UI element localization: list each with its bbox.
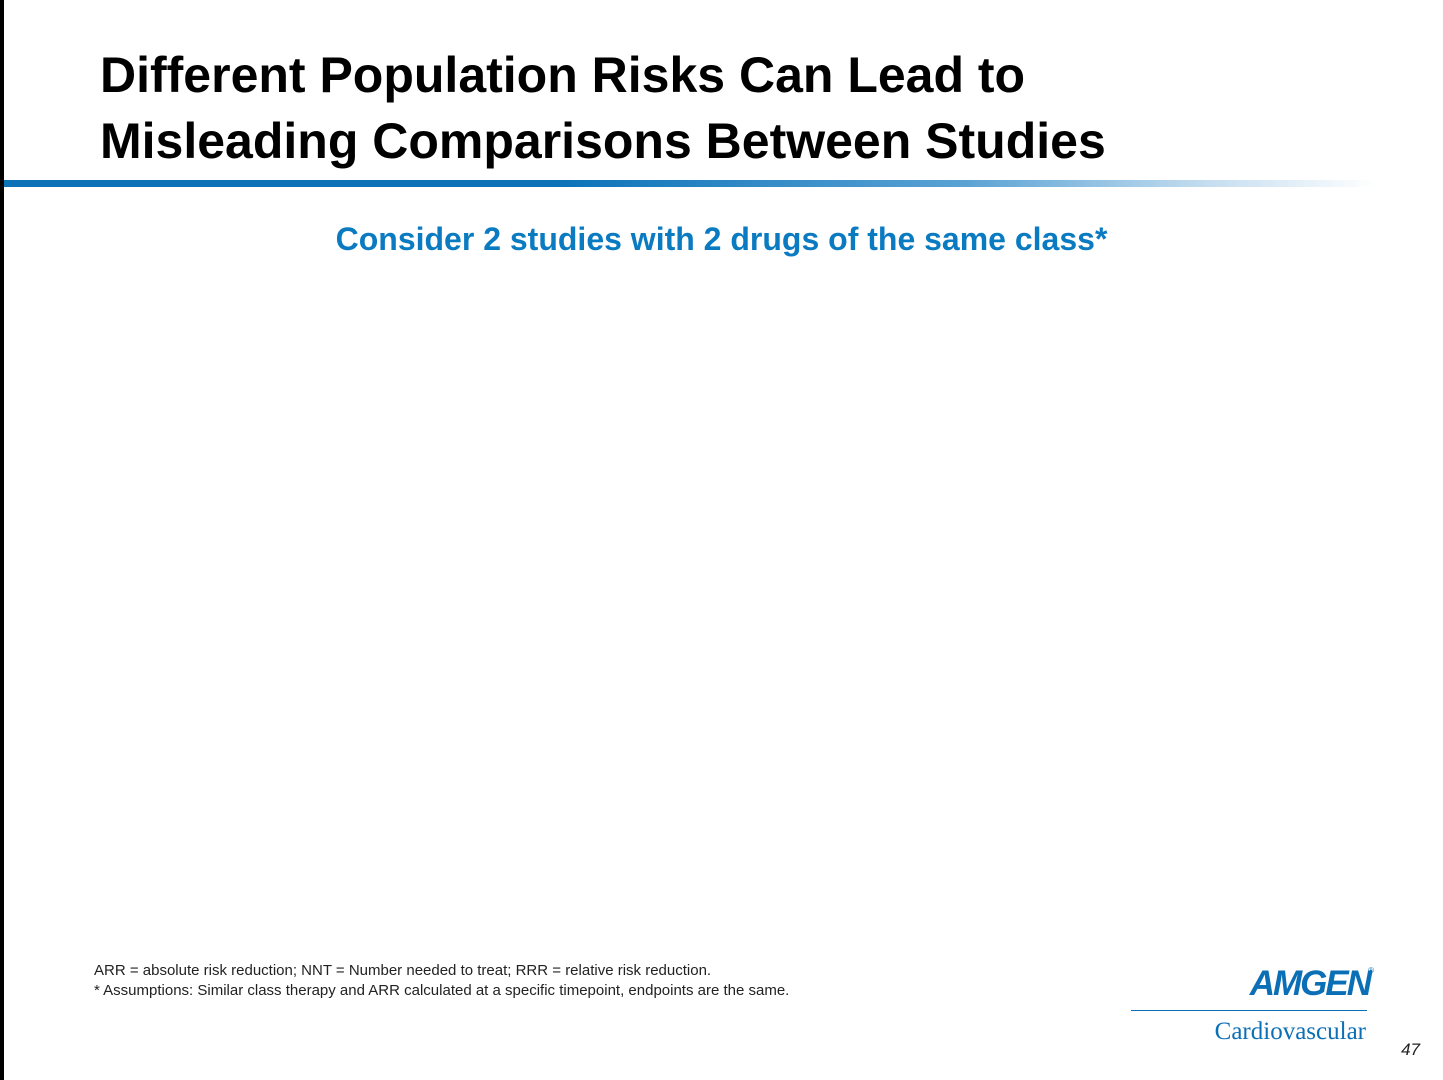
logo-divider (1131, 1010, 1367, 1011)
footnotes: ARR = absolute risk reduction; NNT = Num… (94, 961, 789, 1001)
slide-title-line-2: Misleading Comparisons Between Studies (100, 113, 1106, 169)
registered-mark-icon: ® (1368, 966, 1374, 975)
logo-wordmark: AMGEN (1249, 964, 1372, 1003)
logo-subtitle: Cardiovascular (1214, 1018, 1366, 1045)
slide-title-line-1: Different Population Risks Can Lead to (100, 47, 1026, 103)
slide-subtitle: Consider 2 studies with 2 drugs of the s… (335, 221, 1108, 257)
slide-left-edge (0, 0, 4, 1080)
page-number: 47 (1401, 1040, 1420, 1059)
title-divider (4, 180, 1376, 187)
amgen-cardiovascular-logo: AMGEN ® Cardiovascular (1130, 962, 1374, 1052)
footnote-assumptions: * Assumptions: Similar class therapy and… (94, 982, 790, 999)
slide-title: Different Population Risks Can Lead to M… (100, 42, 1350, 174)
footnote-abbreviations: ARR = absolute risk reduction; NNT = Num… (94, 962, 712, 979)
